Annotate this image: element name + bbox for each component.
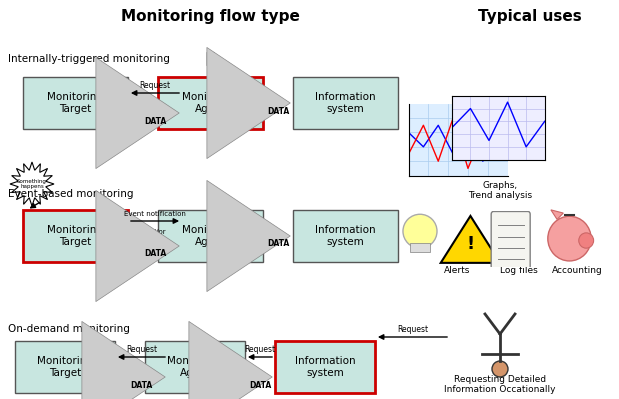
Text: Request: Request (126, 346, 157, 354)
Text: DATA: DATA (144, 117, 166, 126)
Text: ⏰: ⏰ (206, 51, 215, 67)
FancyBboxPatch shape (293, 210, 397, 262)
Text: Request: Request (245, 346, 275, 354)
Text: Event notification: Event notification (124, 211, 186, 217)
Text: Monitoring
Agent: Monitoring Agent (182, 225, 238, 247)
Text: Requesting Detailed
Information Occationally: Requesting Detailed Information Occation… (444, 375, 556, 394)
Text: DATA: DATA (249, 381, 271, 389)
Circle shape (492, 361, 508, 377)
Text: Monitoring
Target: Monitoring Target (37, 356, 93, 378)
Text: Event-based monitoring: Event-based monitoring (8, 189, 134, 199)
Text: DATA: DATA (144, 249, 166, 259)
Text: Request: Request (139, 81, 171, 91)
FancyBboxPatch shape (145, 341, 245, 393)
Text: DATA: DATA (267, 239, 289, 249)
Text: Information
system: Information system (314, 225, 375, 247)
Text: Monitoring
Target: Monitoring Target (47, 92, 103, 114)
Text: Monitoring
Agent: Monitoring Agent (182, 92, 238, 114)
FancyBboxPatch shape (22, 210, 128, 262)
Text: Accounting: Accounting (552, 266, 602, 275)
FancyBboxPatch shape (157, 77, 262, 129)
Text: Information
system: Information system (314, 92, 375, 114)
Text: Log files: Log files (500, 266, 538, 275)
Text: Monitoring
Agent: Monitoring Agent (167, 356, 223, 378)
Text: On-demand monitoring: On-demand monitoring (8, 324, 130, 334)
Text: DATA: DATA (131, 381, 153, 389)
Text: Request: Request (397, 326, 428, 334)
Polygon shape (10, 162, 54, 206)
Text: Graphs,
Trend analysis: Graphs, Trend analysis (468, 181, 532, 200)
FancyBboxPatch shape (157, 210, 262, 262)
Text: and/or: and/or (144, 229, 167, 235)
Text: Alerts: Alerts (444, 266, 470, 275)
FancyBboxPatch shape (15, 341, 115, 393)
Text: Information
system: Information system (295, 356, 355, 378)
Text: Internally-triggered monitoring: Internally-triggered monitoring (8, 54, 170, 64)
FancyBboxPatch shape (22, 77, 128, 129)
Text: Monitoring
Target: Monitoring Target (47, 225, 103, 247)
Text: Monitoring flow type: Monitoring flow type (121, 9, 300, 24)
FancyBboxPatch shape (275, 341, 375, 393)
Text: DATA: DATA (267, 107, 289, 115)
FancyBboxPatch shape (293, 77, 397, 129)
Text: Something
happens: Something happens (17, 179, 47, 190)
Text: Typical uses: Typical uses (478, 9, 582, 24)
